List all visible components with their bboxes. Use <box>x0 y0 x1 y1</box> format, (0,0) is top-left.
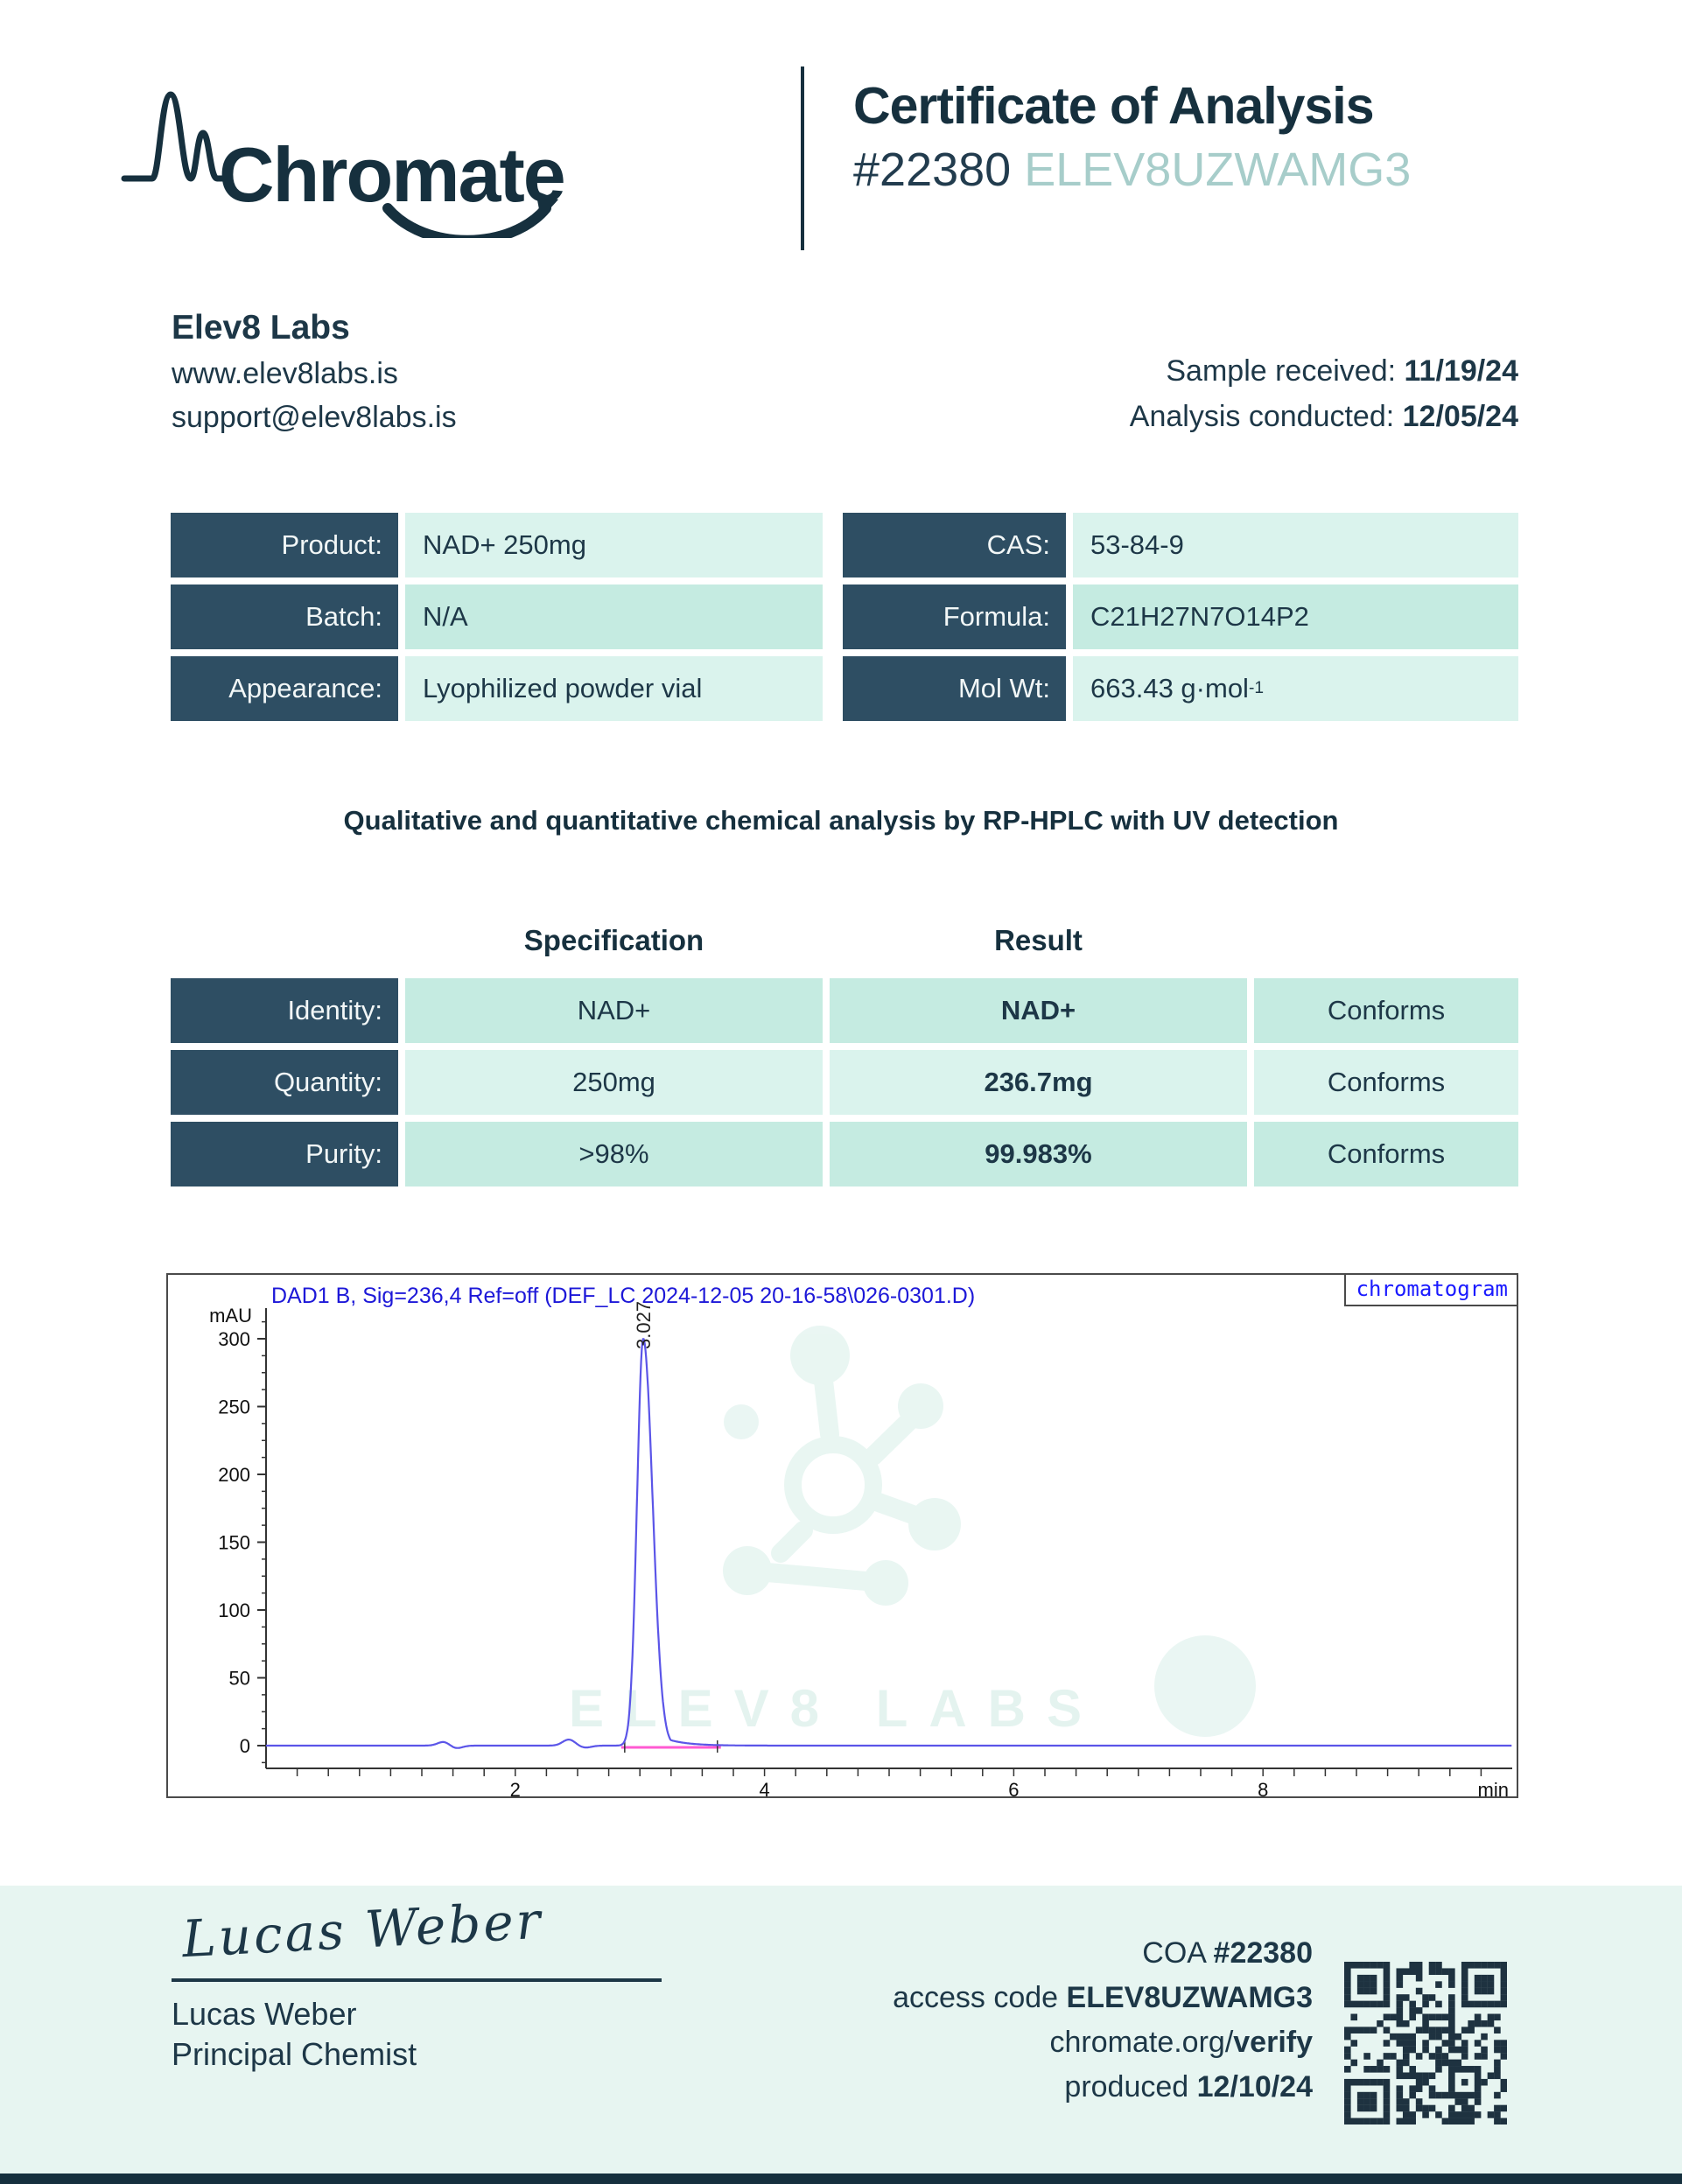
result-value: 99.983% <box>830 1122 1247 1186</box>
result-row-label: Identity: <box>171 978 398 1043</box>
product-detail-value: 53-84-9 <box>1073 513 1518 578</box>
analysis-conducted-line: Analysis conducted: 12/05/24 <box>1129 400 1518 433</box>
svg-text:8: 8 <box>1258 1779 1268 1796</box>
spec-value: NAD+ <box>405 978 823 1043</box>
coa-number-line: COA #22380 <box>1142 1936 1313 1970</box>
lab-name: Elev8 Labs <box>172 309 350 346</box>
svg-text:0: 0 <box>240 1735 250 1757</box>
footer-band: Lucas Weber Lucas Weber Principal Chemis… <box>0 1886 1682 2184</box>
coa-number: #22380 <box>853 144 1012 196</box>
coa-id-line: #22380 ELEV8UZWAMG3 <box>853 146 1411 193</box>
svg-text:2: 2 <box>510 1779 521 1796</box>
smile-arrow-icon <box>382 203 551 238</box>
status-value: Conforms <box>1254 1050 1518 1115</box>
svg-text:50: 50 <box>229 1668 250 1690</box>
result-value: 236.7mg <box>830 1050 1247 1115</box>
spec-value: 250mg <box>405 1050 823 1115</box>
chromate-logo: Chromate <box>121 91 566 238</box>
product-detail-label: Appearance: <box>171 656 398 721</box>
signature-block: Lucas Weber Lucas Weber Principal Chemis… <box>172 1891 662 2075</box>
chromatogram-peak-icon <box>121 91 226 182</box>
svg-text:300: 300 <box>218 1328 250 1350</box>
status-value: Conforms <box>1254 978 1518 1043</box>
spec-value: >98% <box>405 1122 823 1186</box>
page-title: Certificate of Analysis <box>853 77 1375 135</box>
svg-text:min: min <box>1478 1779 1509 1796</box>
svg-text:4: 4 <box>759 1779 769 1796</box>
product-detail-value: C21H27N7O14P2 <box>1073 584 1518 649</box>
product-detail-label: Batch: <box>171 584 398 649</box>
sample-dates: Sample received: 11/19/24 Analysis condu… <box>1130 348 1518 439</box>
bottom-accent-bar <box>0 2174 1682 2184</box>
sample-received-line: Sample received: 11/19/24 <box>1166 354 1518 388</box>
signature-line <box>172 1978 662 1982</box>
product-detail-value: N/A <box>405 584 823 649</box>
peak-retention-label: 3.027 <box>633 1301 655 1349</box>
result-column-header: Result <box>994 924 1083 956</box>
svg-text:100: 100 <box>218 1600 250 1621</box>
header-divider <box>801 66 804 250</box>
verify-url-bold: verify <box>1233 2026 1313 2059</box>
product-detail-label: Mol Wt: <box>843 656 1066 721</box>
brand-text: Chromate <box>219 131 564 218</box>
sample-received-date: 11/19/24 <box>1404 354 1518 388</box>
chromatogram-corner-label: chromatogram <box>1343 1275 1517 1306</box>
product-detail-value: 663.43 g·mol -1 <box>1073 656 1518 721</box>
produced-line: produced 12/10/24 <box>1064 2070 1313 2104</box>
svg-text:150: 150 <box>218 1532 250 1554</box>
lab-website: www.elev8labs.is <box>172 357 398 390</box>
footer-coa-number: #22380 <box>1213 1936 1313 1970</box>
svg-text:250: 250 <box>218 1396 250 1418</box>
result-row-label: Purity: <box>171 1122 398 1186</box>
svg-text:mAU: mAU <box>209 1305 252 1326</box>
verification-block: COA #22380 access code ELEV8UZWAMG3 chro… <box>893 1931 1313 2110</box>
product-detail-value: NAD+ 250mg <box>405 513 823 578</box>
footer-access-code: ELEV8UZWAMG3 <box>1066 1981 1313 2014</box>
svg-text:ELEV8 LABS: ELEV8 LABS <box>569 1679 1103 1738</box>
product-detail-label: Formula: <box>843 584 1066 649</box>
chromatogram-title: DAD1 B, Sig=236,4 Ref=off (DEF_LC 2024-1… <box>271 1284 976 1308</box>
spec-column-header: Specification <box>523 924 704 956</box>
product-details-table: Product: NAD+ 250mg Batch: N/A Appearance: Ly… <box>171 513 1518 721</box>
method-statement: Qualitative and quantitative chemical an… <box>343 805 1339 836</box>
lab-email: support@elev8labs.is <box>172 401 457 434</box>
lab-info: Elev8 Labs www.elev8labs.is support@elev… <box>172 304 457 439</box>
qr-code <box>1344 1962 1507 2124</box>
product-detail-label: CAS: <box>843 513 1066 578</box>
product-detail-value: Lyophilized powder vial <box>405 656 823 721</box>
result-value: NAD+ <box>830 978 1247 1043</box>
status-value: Conforms <box>1254 1122 1518 1186</box>
svg-text:6: 6 <box>1008 1779 1019 1796</box>
result-row-label: Quantity: <box>171 1050 398 1115</box>
svg-text:200: 200 <box>218 1464 250 1486</box>
product-detail-label: Product: <box>171 513 398 578</box>
access-code-line: access code ELEV8UZWAMG3 <box>893 1981 1313 2014</box>
signature-handwriting: Lucas Weber <box>180 1890 544 1970</box>
produced-date: 12/10/24 <box>1196 2070 1313 2104</box>
results-table: Specification Result Identity: NAD+ NAD+ Co… <box>171 910 1518 1186</box>
signer-name: Lucas Weber <box>172 1996 357 2032</box>
access-code: ELEV8UZWAMG3 <box>1024 144 1412 196</box>
signer-title: Principal Chemist <box>172 2036 417 2072</box>
analysis-conducted-date: 12/05/24 <box>1402 400 1518 433</box>
verify-url-line: chromate.org/verify <box>1049 2026 1314 2059</box>
chromatogram-panel: ELEV8 LABS 0 50 100 150 200 250 300 mAU 2 4 6 8 min 3.… <box>166 1273 1518 1798</box>
